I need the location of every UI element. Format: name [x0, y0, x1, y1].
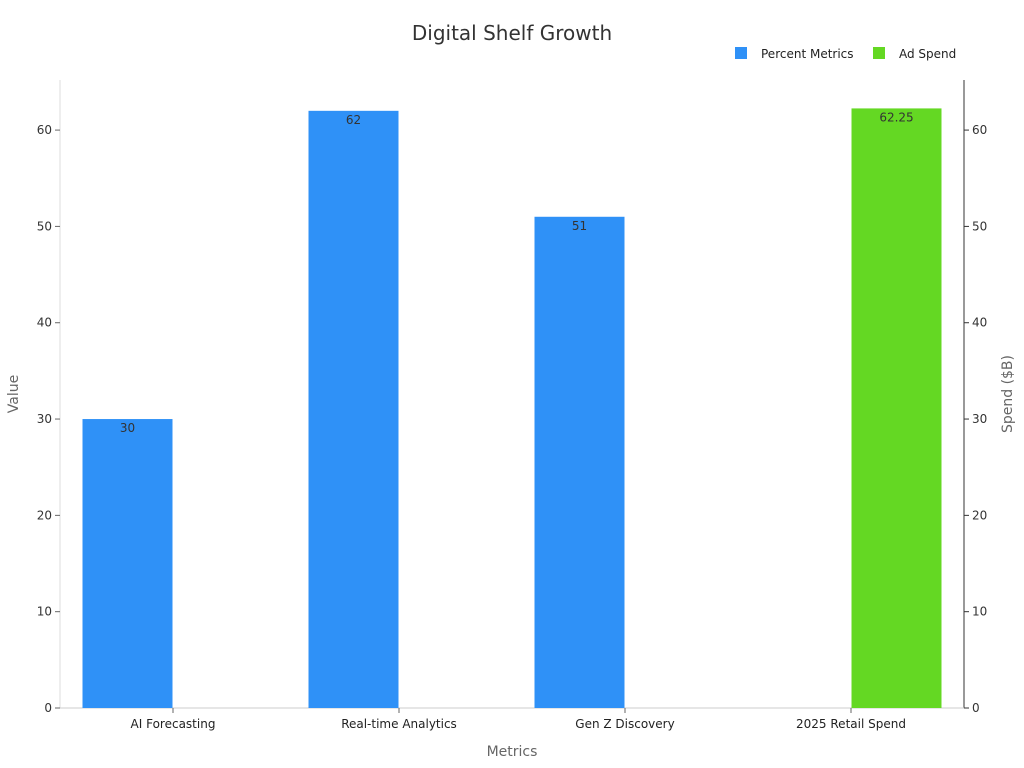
right-y-ticks: 0 10 20 30 40 50 60: [964, 123, 987, 715]
bars: [82, 108, 942, 708]
bar-2025-retail-spend: [851, 108, 942, 708]
right-tick-label: 10: [972, 605, 987, 619]
data-label-gen-z-discovery: 51: [572, 219, 587, 233]
chart-title: Digital Shelf Growth: [412, 21, 612, 45]
bar-ai-forecasting: [82, 419, 173, 708]
data-label-2025-retail-spend: 62.25: [879, 110, 913, 124]
x-axis-label: Metrics: [487, 744, 538, 760]
left-tick-label: 50: [37, 219, 52, 233]
bar-labels: 30 62 51 62.25: [120, 110, 914, 435]
right-tick-label: 20: [972, 508, 987, 522]
x-category-ticks: AI Forecasting Real-time Analytics Gen Z D…: [131, 708, 906, 731]
x-tick-label-real-time-analytics: Real-time Analytics: [341, 717, 457, 731]
data-label-ai-forecasting: 30: [120, 421, 135, 435]
legend-label-percent-metrics: Percent Metrics: [761, 47, 854, 61]
bar-real-time-analytics: [308, 110, 399, 708]
right-tick-label: 60: [972, 123, 987, 137]
x-tick-label-2025-retail-spend: 2025 Retail Spend: [796, 717, 906, 731]
x-tick-label-gen-z-discovery: Gen Z Discovery: [575, 717, 674, 731]
y-axis-label: Value: [6, 375, 22, 413]
y2-axis-label: Spend ($B): [1000, 355, 1016, 433]
left-tick-label: 0: [44, 701, 52, 715]
left-tick-label: 30: [37, 412, 52, 426]
bar-gen-z-discovery: [534, 216, 625, 708]
data-label-real-time-analytics: 62: [346, 113, 361, 127]
legend-label-ad-spend: Ad Spend: [899, 47, 956, 61]
legend-swatch-percent-metrics: [735, 47, 747, 59]
right-tick-label: 40: [972, 316, 987, 330]
right-tick-label: 0: [972, 701, 980, 715]
left-tick-label: 10: [37, 605, 52, 619]
right-tick-label: 50: [972, 219, 987, 233]
right-tick-label: 30: [972, 412, 987, 426]
left-y-ticks: 0 10 20 30 40 50 60: [37, 123, 60, 715]
left-tick-label: 40: [37, 316, 52, 330]
legend-swatch-ad-spend: [873, 47, 885, 59]
left-tick-label: 20: [37, 508, 52, 522]
legend: Percent Metrics Ad Spend: [735, 47, 956, 61]
x-tick-label-ai-forecasting: AI Forecasting: [131, 717, 216, 731]
left-tick-label: 60: [37, 123, 52, 137]
